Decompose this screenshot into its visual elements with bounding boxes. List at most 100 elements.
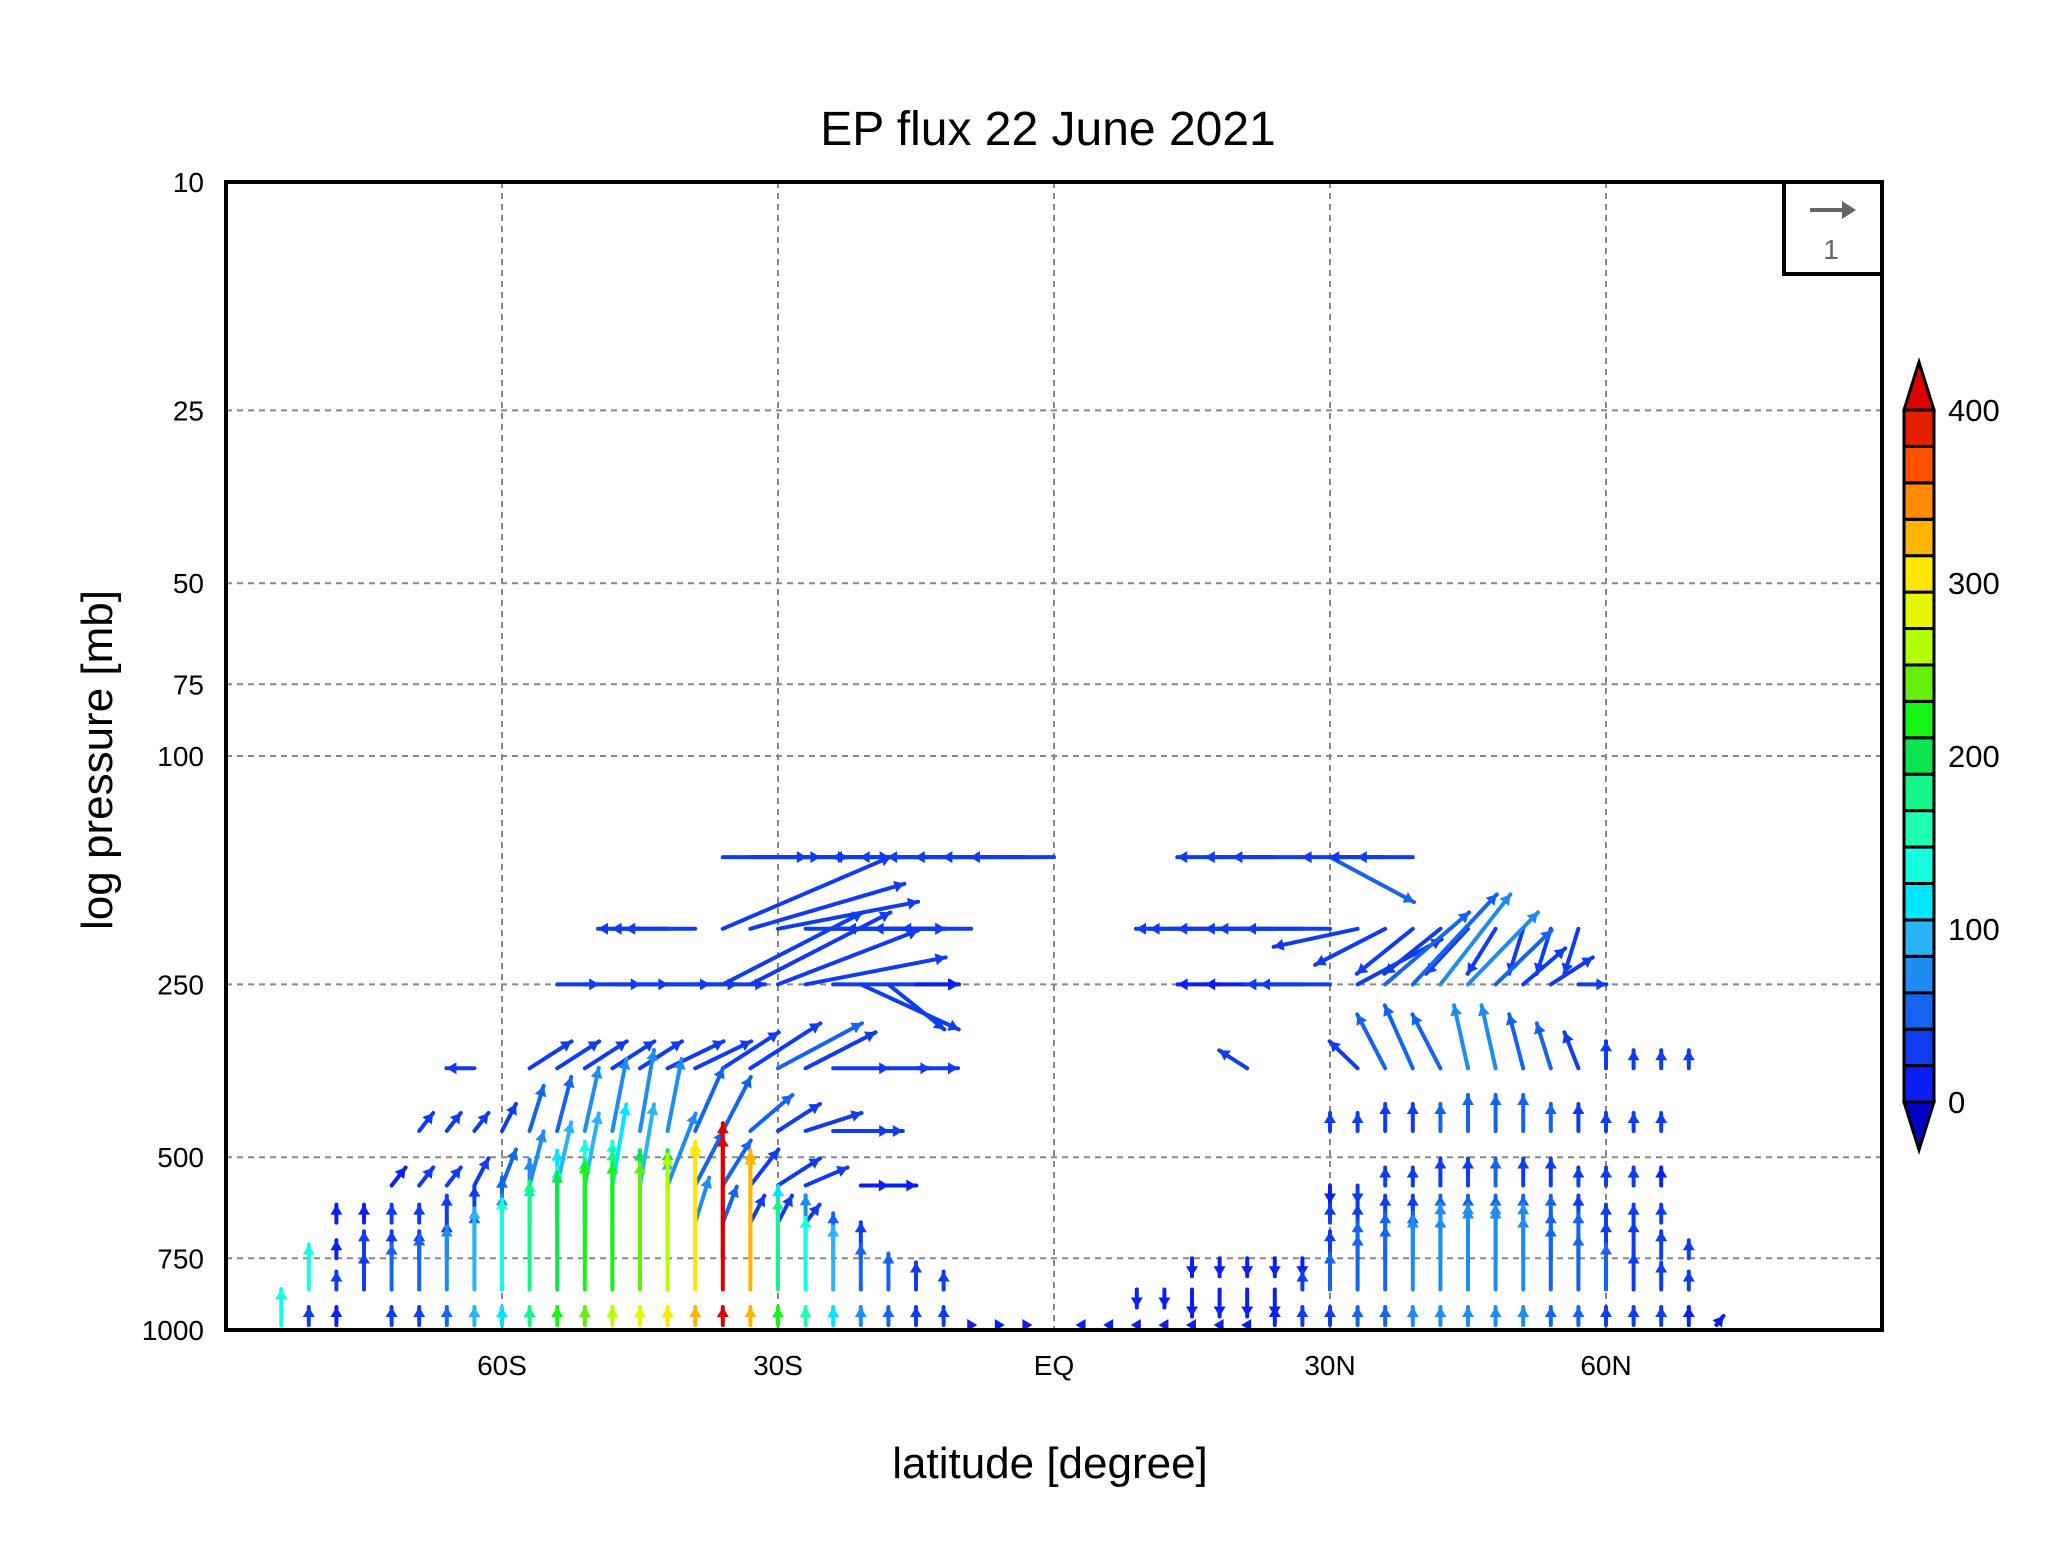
colorbar-tick-label: 300 — [1948, 566, 2000, 601]
ep-flux-vector — [551, 1170, 564, 1292]
ep-flux-vector — [1655, 1048, 1668, 1071]
ep-flux-vector — [358, 1251, 370, 1292]
ep-flux-vector — [1296, 1304, 1309, 1327]
ep-flux-vector — [1572, 1101, 1585, 1133]
ep-flux-vector — [1406, 1215, 1419, 1292]
ep-flux-vector — [1379, 1165, 1392, 1188]
ep-flux-vector — [1627, 1165, 1640, 1188]
ep-flux-vector — [444, 1062, 477, 1075]
ep-flux-vector — [1434, 1101, 1447, 1133]
ep-flux-vector — [1354, 926, 1415, 976]
ep-flux-vector — [720, 1074, 753, 1133]
ep-flux-vector — [1244, 922, 1332, 935]
ep-flux-vector — [776, 1156, 822, 1188]
ep-flux-vector — [1562, 1030, 1581, 1071]
ep-flux-vector — [1213, 1318, 1224, 1331]
ep-flux-vector — [882, 1251, 895, 1292]
ep-flux-vector — [744, 1152, 757, 1292]
ep-flux-vector — [1655, 1260, 1668, 1292]
ep-flux-vector — [910, 1260, 922, 1292]
ep-flux-vector — [472, 1156, 491, 1188]
ep-flux-vector — [1493, 928, 1554, 987]
ep-flux-vector — [1572, 1165, 1585, 1188]
ep-flux-vector — [1241, 1318, 1252, 1331]
ep-flux-vector — [1572, 1233, 1585, 1292]
y-tick-label: 25 — [173, 395, 204, 426]
ep-flux-vector — [910, 1304, 922, 1327]
ep-flux-vector — [1627, 1304, 1640, 1327]
ep-flux-vector — [610, 1039, 657, 1071]
ep-flux-vector — [967, 1318, 978, 1331]
ep-flux-vector — [886, 1179, 919, 1192]
chart-title: EP flux 22 June 2021 — [820, 103, 1275, 156]
ep-flux-vector — [1158, 1287, 1171, 1310]
ep-flux-vector — [1351, 1304, 1364, 1327]
ep-flux-vector — [661, 1304, 674, 1327]
ep-flux-vector — [776, 1193, 794, 1225]
ep-flux-vector — [937, 1269, 950, 1292]
ep-flux-vector — [1712, 1313, 1726, 1328]
ep-flux-vector — [1296, 1269, 1309, 1292]
ep-flux-vector — [555, 1074, 575, 1133]
ep-flux-vector — [827, 1224, 840, 1292]
colorbar-swatch — [1902, 444, 1936, 485]
ep-flux-vector — [1682, 1048, 1695, 1071]
ep-flux-vector — [1351, 1202, 1364, 1225]
ep-flux-vector — [1258, 978, 1332, 991]
ep-flux-vector — [1517, 1092, 1530, 1133]
ep-flux-vector — [468, 1304, 481, 1327]
ep-flux-vector — [994, 1318, 1005, 1331]
ep-flux-vector — [1186, 1256, 1198, 1279]
ep-flux-vector — [1355, 1012, 1388, 1071]
ep-flux-vector — [776, 897, 920, 931]
colorbar-swatch — [1902, 554, 1936, 594]
ep-flux-vector — [496, 1304, 508, 1327]
colorbar-tick-label: 100 — [1948, 912, 2000, 947]
ep-flux-vector — [638, 1047, 659, 1133]
colorbar-swatch — [1902, 627, 1936, 667]
ep-flux-vector — [1600, 1039, 1612, 1071]
ep-flux-vector — [1324, 1251, 1336, 1292]
ep-flux-vector — [330, 1238, 343, 1261]
ep-flux-vector — [1548, 955, 1595, 987]
ep-flux-vector — [1103, 1318, 1114, 1331]
ep-flux-vector — [858, 1124, 905, 1137]
ep-flux-vector — [748, 1147, 781, 1188]
ep-flux-vector — [1517, 1215, 1530, 1292]
colorbar-swatch — [1902, 408, 1936, 448]
ep-flux-vector — [634, 1161, 646, 1292]
ep-flux-vector — [1313, 926, 1388, 967]
vector-field — [275, 851, 1726, 1331]
ep-flux-vector — [1627, 1202, 1640, 1225]
ep-flux-vector — [417, 1110, 436, 1133]
ep-flux-vector — [665, 1039, 726, 1071]
ep-flux-vector — [527, 1129, 547, 1188]
ep-flux-vector — [1462, 1206, 1474, 1292]
colorbar-swatch — [1902, 845, 1936, 885]
ep-flux-vector — [1655, 1304, 1668, 1327]
ep-flux-vector — [1268, 1304, 1281, 1327]
ep-flux-vector — [555, 1039, 602, 1071]
ep-flux-vector — [440, 1224, 453, 1292]
ep-flux-vector — [1600, 1202, 1612, 1225]
ep-flux-vector — [385, 1304, 398, 1327]
ep-flux-vector — [1158, 1318, 1169, 1331]
ep-flux-vector — [831, 1062, 892, 1075]
ep-flux-vector — [606, 1304, 619, 1327]
ep-flux-vector — [693, 1175, 712, 1225]
ep-flux-vector — [1682, 1304, 1695, 1327]
ep-flux-vector — [720, 854, 893, 931]
ep-flux-vector — [693, 1039, 754, 1071]
ep-flux-vector — [1327, 1039, 1360, 1071]
ep-flux-vector — [854, 1304, 867, 1327]
ep-flux-vector — [858, 982, 961, 1032]
colorbar-tick-label: 200 — [1948, 739, 2000, 774]
ep-flux-vector — [1354, 851, 1415, 864]
colorbar-min-arrow — [1901, 1100, 1937, 1156]
ep-flux-vector — [1544, 1304, 1557, 1327]
y-tick-label: 1000 — [142, 1315, 204, 1346]
ep-flux-vector — [1462, 1092, 1474, 1133]
colorbar-tick-label: 400 — [1948, 393, 2000, 428]
ep-flux-vector — [385, 1242, 398, 1292]
ep-flux-vector — [1382, 1003, 1415, 1071]
